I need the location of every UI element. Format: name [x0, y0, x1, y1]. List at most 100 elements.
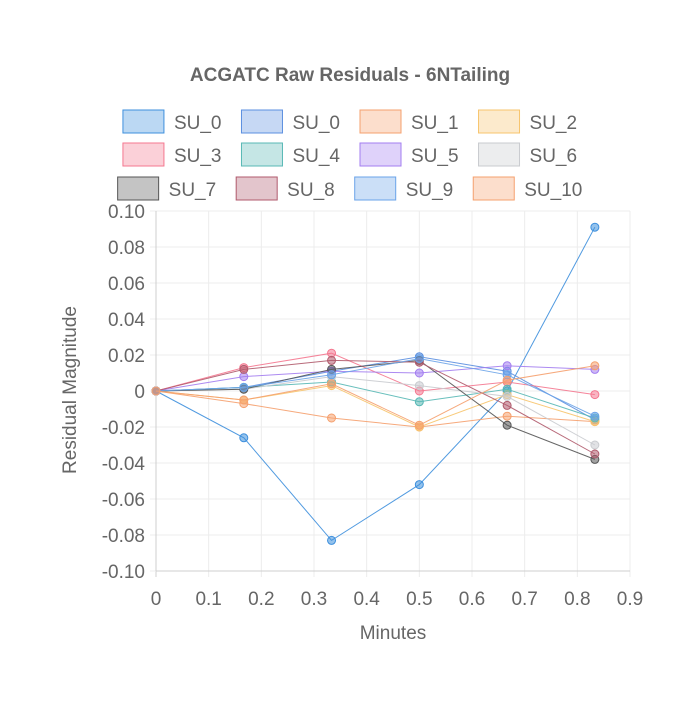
legend-row: SU_7 SU_8 SU_9 SU_10 — [117, 176, 582, 201]
y-tick-label: -0.06 — [102, 490, 145, 511]
data-point — [239, 382, 249, 392]
x-tick-label: 0.3 — [301, 589, 327, 610]
y-tick-label: 0.04 — [108, 310, 145, 331]
series-line — [155, 226, 596, 542]
data-point — [502, 411, 512, 421]
series-line — [155, 359, 596, 455]
series-line — [155, 365, 595, 392]
legend-label: SU_2 — [530, 113, 578, 134]
series-line — [155, 358, 596, 417]
data-point — [502, 361, 512, 371]
data-point — [414, 368, 424, 378]
legend-label: SU_0 — [174, 113, 222, 134]
legend-item: SU_0 — [122, 109, 222, 134]
y-tick-label: -0.02 — [102, 418, 145, 439]
data-point — [327, 379, 337, 389]
data-point — [502, 420, 512, 430]
y-tick-label: -0.08 — [102, 526, 145, 547]
data-point — [414, 354, 424, 364]
legend-row: SU_3 SU_4 SU_5 SU_6 — [122, 142, 578, 167]
x-tick-label: 0.9 — [617, 589, 643, 610]
legend-item: SU_10 — [472, 176, 582, 201]
data-point — [239, 395, 249, 405]
x-tick-label: 0.4 — [353, 589, 380, 610]
data-point — [239, 433, 249, 443]
grid — [150, 210, 631, 577]
data-point — [590, 440, 600, 450]
x-tick-label: 0.6 — [459, 589, 485, 610]
legend-label: SU_1 — [411, 113, 459, 134]
legend-row: SU_0 SU_0 SU_1 SU_2 — [122, 109, 578, 134]
series-su-10 — [151, 361, 600, 430]
data-point — [502, 391, 512, 401]
data-point — [414, 480, 424, 490]
legend-label: SU_5 — [411, 146, 459, 167]
legend-label: SU_4 — [292, 146, 340, 167]
series-line — [155, 376, 596, 446]
data-point — [151, 386, 161, 396]
legend-label: SU_3 — [174, 146, 222, 167]
y-tick-label: 0.02 — [108, 346, 145, 367]
legend-swatch — [240, 142, 283, 167]
legend: SU_0 SU_0 SU_1 SU_2 SU_3 SU_4 SU_5 SU_6 SU_7 SU_8… — [117, 109, 582, 201]
x-tick-label: 0.2 — [248, 589, 274, 610]
legend-item: SU_1 — [359, 109, 459, 134]
legend-swatch — [122, 142, 165, 167]
legend-label: SU_6 — [530, 146, 578, 167]
series-line — [155, 359, 596, 460]
y-tick-label: 0.08 — [108, 238, 145, 259]
legend-item: SU_3 — [122, 142, 222, 167]
legend-swatch — [478, 109, 521, 134]
x-tick-label: 0.7 — [511, 589, 537, 610]
y-tick-label: -0.10 — [102, 562, 145, 583]
legend-swatch — [122, 109, 165, 134]
y-tick-label: 0.10 — [108, 202, 145, 223]
y-tick-label: -0.04 — [102, 454, 146, 475]
data-point — [590, 390, 600, 400]
legend-label: SU_10 — [524, 180, 582, 201]
legend-label: SU_7 — [169, 180, 217, 201]
y-tick-label: 0 — [134, 382, 145, 403]
data-point — [414, 420, 424, 430]
data-point — [502, 400, 512, 410]
data-point — [327, 355, 337, 365]
x-axis-label: Minutes — [360, 623, 427, 644]
data-point — [327, 370, 337, 380]
data-point — [327, 413, 337, 423]
legend-item: SU_7 — [117, 176, 217, 201]
data-point — [327, 535, 337, 545]
chart-title: ACGATC Raw Residuals - 6NTailing — [190, 65, 510, 86]
legend-swatch — [117, 176, 160, 201]
legend-swatch — [359, 142, 402, 167]
legend-swatch — [235, 176, 278, 201]
legend-swatch — [478, 142, 521, 167]
x-tick-label: 0.8 — [564, 589, 590, 610]
series-layer — [151, 222, 600, 545]
legend-item: SU_8 — [235, 176, 335, 201]
legend-item: SU_4 — [240, 142, 340, 167]
y-axis-label: Residual Magnitude — [60, 306, 81, 474]
legend-item: SU_5 — [359, 142, 459, 167]
series-line — [155, 390, 595, 428]
data-point — [590, 449, 600, 459]
data-point — [502, 375, 512, 385]
series-su-2 — [151, 381, 600, 432]
legend-swatch — [354, 176, 397, 201]
x-tick-label: 0 — [151, 589, 162, 610]
legend-label: SU_9 — [406, 180, 454, 201]
legend-item: SU_6 — [478, 142, 578, 167]
legend-swatch — [472, 176, 515, 201]
legend-swatch — [359, 109, 402, 134]
data-point — [590, 222, 600, 232]
data-point — [590, 411, 600, 421]
legend-item: SU_2 — [478, 109, 578, 134]
legend-item: SU_9 — [354, 176, 454, 201]
data-point — [414, 397, 424, 407]
data-point — [239, 364, 249, 374]
y-tick-label: 0.06 — [108, 274, 145, 295]
legend-item: SU_0 — [240, 109, 340, 134]
series-su-6 — [151, 372, 600, 450]
legend-swatch — [240, 109, 283, 134]
